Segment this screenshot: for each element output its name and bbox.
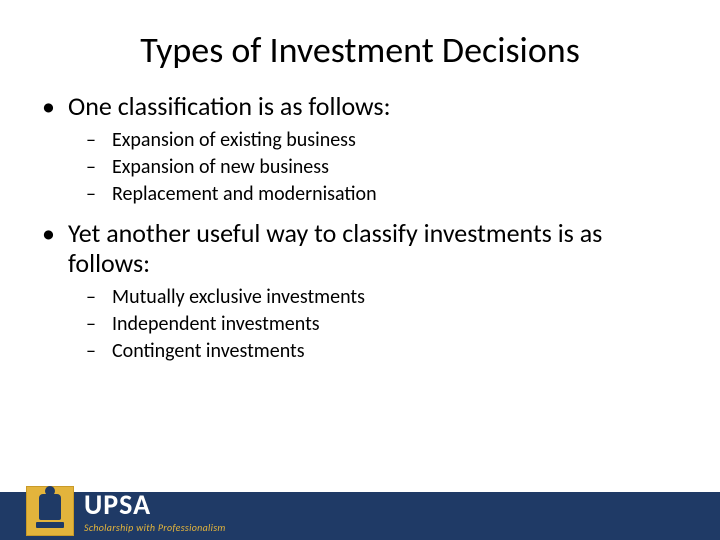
bullet-text: One classification is as follows: [68, 92, 391, 122]
dash-marker: – [86, 182, 112, 207]
brand-tagline: Scholarship with Professionalism [84, 521, 226, 534]
dash-marker: – [86, 285, 112, 310]
bullet-level2: – Expansion of new business [86, 155, 684, 180]
bullet-level2: – Replacement and modernisation [86, 182, 684, 207]
dash-marker: – [86, 128, 112, 153]
bullet-text: Expansion of new business [112, 155, 329, 180]
bullet-level2: – Independent investments [86, 312, 684, 337]
bullet-text: Yet another useful way to classify inves… [68, 219, 684, 279]
bullet-level2: – Contingent investments [86, 339, 684, 364]
logo-base-icon [36, 522, 64, 528]
bullet-marker: • [42, 219, 68, 249]
bullet-level2: – Expansion of existing business [86, 128, 684, 153]
footer: UPSA Scholarship with Professionalism [0, 482, 720, 540]
bullet-text: Contingent investments [112, 339, 305, 364]
brand-block: UPSA Scholarship with Professionalism [84, 491, 226, 534]
dash-marker: – [86, 339, 112, 364]
bullet-text: Replacement and modernisation [112, 182, 377, 207]
dash-marker: – [86, 155, 112, 180]
slide-content: • One classification is as follows: – Ex… [36, 92, 684, 364]
bullet-marker: • [42, 92, 68, 122]
slide: Types of Investment Decisions • One clas… [0, 0, 720, 540]
bullet-text: Mutually exclusive investments [112, 285, 365, 310]
dash-marker: – [86, 312, 112, 337]
brand-name: UPSA [84, 491, 226, 519]
bullet-level1: • Yet another useful way to classify inv… [42, 219, 684, 279]
bullet-text: Independent investments [112, 312, 320, 337]
logo-figure-icon [39, 494, 61, 520]
bullet-level1: • One classification is as follows: [42, 92, 684, 122]
bullet-text: Expansion of existing business [112, 128, 356, 153]
upsa-logo-icon [26, 486, 74, 536]
slide-title: Types of Investment Decisions [36, 28, 684, 72]
bullet-level2: – Mutually exclusive investments [86, 285, 684, 310]
